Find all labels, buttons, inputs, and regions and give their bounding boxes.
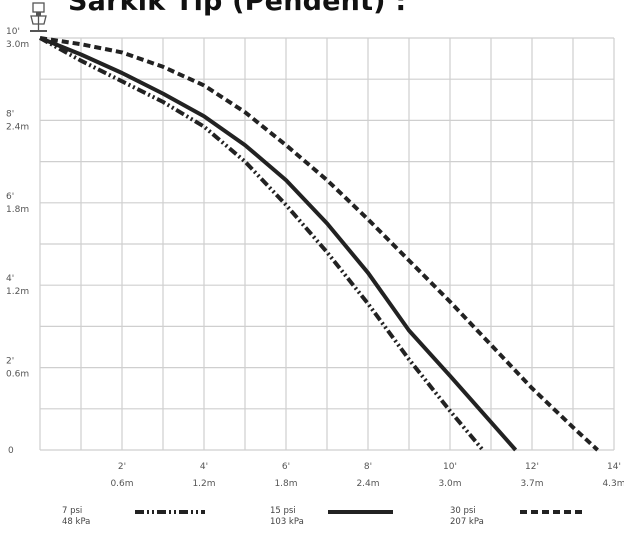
y-tick-label-m: 3.0m [6, 40, 29, 50]
x-tick-label-ft: 12' [525, 462, 539, 472]
series-lines [39, 36, 599, 452]
x-tick-label-ft: 8' [364, 462, 372, 472]
x-tick-label-m: 0.6m [110, 479, 133, 489]
x-tick-label-m: 2.4m [356, 479, 379, 489]
legend-sublabel: 48 kPa [62, 517, 91, 527]
x-tick-label-m: 3.7m [520, 479, 543, 489]
legend-item-15psi: 15 psi 103 kPa [270, 506, 304, 528]
y-tick-label-ft: 10' [6, 27, 20, 37]
y-tick-label-m: 0.6m [6, 370, 29, 380]
x-tick-label-ft: 10' [443, 462, 457, 472]
legend-sublabel: 207 kPa [450, 517, 484, 527]
grid [39, 37, 615, 451]
legend-sublabel: 103 kPa [270, 517, 304, 527]
x-tick-label-ft: 14' [607, 462, 621, 472]
y-axis-ticks: 10' 3.0m 8' 2.4m 6' 1.8m 4' 1.2m 2' 0.6m 0 [6, 27, 29, 456]
y-tick-label-ft: 8' [6, 109, 14, 119]
x-tick-label-m: 3.0m [438, 479, 461, 489]
y-tick-label-ft: 6' [6, 192, 14, 202]
x-tick-label-ft: 4' [200, 462, 208, 472]
legend-item-30psi: 30 psi 207 kPa [450, 506, 484, 528]
x-tick-label-m: 1.2m [192, 479, 215, 489]
x-tick-label-m: 1.8m [274, 479, 297, 489]
y-tick-label-ft: 4' [6, 274, 14, 284]
y-tick-label-m: 1.8m [6, 205, 29, 215]
y-tick-label-ft: 0 [8, 446, 14, 456]
legend-label: 30 psi [450, 506, 476, 516]
legend-label: 15 psi [270, 506, 296, 516]
series-line-30psi [39, 36, 599, 452]
sprinkler-head-icon [30, 2, 47, 32]
x-tick-label-ft: 2' [118, 462, 126, 472]
x-tick-label-m: 4.3m [602, 479, 624, 489]
y-tick-label-m: 2.4m [6, 122, 29, 132]
legend-label: 7 psi [62, 506, 83, 516]
y-tick-label-m: 1.2m [6, 287, 29, 297]
y-tick-label-ft: 2' [6, 357, 14, 367]
x-tick-label-ft: 6' [282, 462, 290, 472]
chart-title: Sarkık Tip (Pendent) : [68, 0, 407, 17]
x-axis-ticks: 2' 0.6m 4' 1.2m 6' 1.8m 8' 2.4m 10' 3.0m 12' 3.7m 14… [110, 462, 624, 489]
series-line-15psi [39, 36, 518, 452]
series-line-7psi [39, 36, 485, 452]
legend-item-7psi: 7 psi 48 kPa [62, 506, 90, 528]
